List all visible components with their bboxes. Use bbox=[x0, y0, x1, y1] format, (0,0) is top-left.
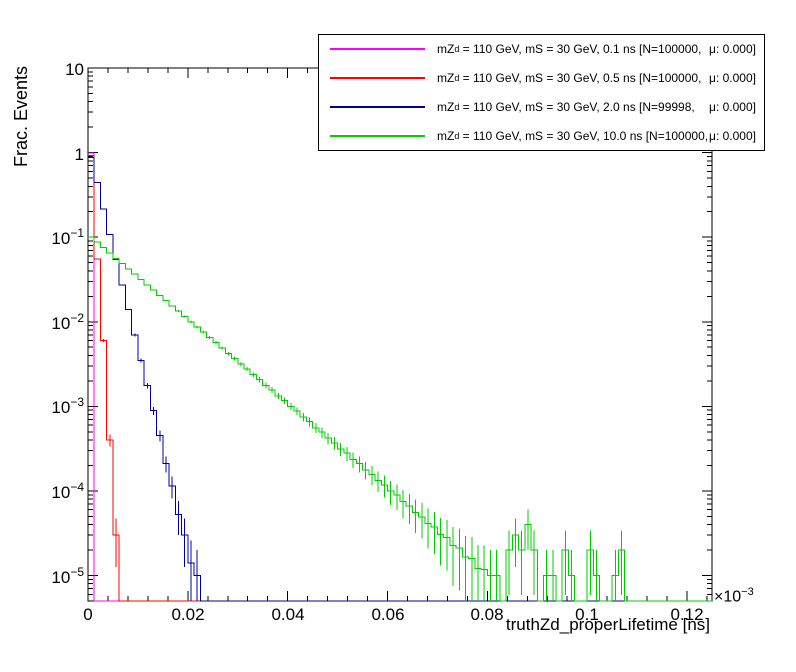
y-tick-label: 1 bbox=[74, 144, 84, 164]
series-errors-2p0ns bbox=[134, 333, 198, 601]
x-tick-label: 0.02 bbox=[171, 605, 205, 624]
legend-entry-label: mZ d = 110 GeV, mS = 30 GeV, 0.1 ns [N=10… bbox=[437, 42, 756, 57]
y-axis-title: Frac. Events bbox=[11, 65, 31, 167]
x-tick-label: 0.1 bbox=[575, 605, 599, 624]
x-tick-label: 0.04 bbox=[271, 605, 305, 624]
x-tick-label: 0.06 bbox=[371, 605, 405, 624]
legend-entry-label: mZ d = 110 GeV, mS = 30 GeV, 2.0 ns [N=99… bbox=[437, 99, 756, 114]
y-tick-label: 10−1 bbox=[51, 226, 84, 248]
axis-ticks bbox=[87, 67, 712, 601]
series-line-10p0ns bbox=[88, 236, 712, 602]
x-tick-label: 0.08 bbox=[470, 605, 504, 624]
legend-box: mZ d = 110 GeV, mS = 30 GeV, 0.1 ns [N=10… bbox=[318, 34, 765, 151]
y-tick-label: 10−3 bbox=[51, 395, 84, 417]
series-line-2p0ns bbox=[88, 157, 712, 602]
legend-entry-2p0ns: mZ d = 110 GeV, mS = 30 GeV, 2.0 ns [N=99… bbox=[319, 93, 764, 122]
legend-line-swatch-red bbox=[330, 77, 425, 80]
y-tick-label: 10−5 bbox=[51, 565, 84, 587]
series-errors-10p0ns bbox=[178, 310, 622, 601]
legend-entry-0p1ns: mZ d = 110 GeV, mS = 30 GeV, 0.1 ns [N=10… bbox=[319, 35, 764, 64]
y-tick-label: 10−2 bbox=[51, 311, 84, 333]
legend-line-swatch-green bbox=[330, 134, 425, 137]
legend-line-swatch-magenta bbox=[330, 48, 425, 51]
x-tick-label: 0.12 bbox=[670, 605, 704, 624]
x-axis-title: truthZd_properLifetime [ns] bbox=[505, 615, 710, 634]
y-tick-label: 10−4 bbox=[51, 480, 84, 502]
legend-line-swatch-blue bbox=[330, 105, 425, 108]
x-axis-multiplier: ×10−3 bbox=[714, 586, 754, 606]
x-tick-label: 0 bbox=[83, 605, 93, 624]
legend-entry-label: mZ d = 110 GeV, mS = 30 GeV, 10.0 ns [N=1… bbox=[437, 128, 756, 143]
series-errors-0p5ns bbox=[103, 339, 117, 567]
legend-entry-10p0ns: mZ d = 110 GeV, mS = 30 GeV, 10.0 ns [N=1… bbox=[319, 121, 764, 150]
legend-entry-0p5ns: mZ d = 110 GeV, mS = 30 GeV, 0.5 ns [N=10… bbox=[319, 64, 764, 93]
legend-entry-label: mZ d = 110 GeV, mS = 30 GeV, 0.5 ns [N=10… bbox=[437, 71, 756, 86]
y-tick-label: 10 bbox=[65, 59, 84, 79]
